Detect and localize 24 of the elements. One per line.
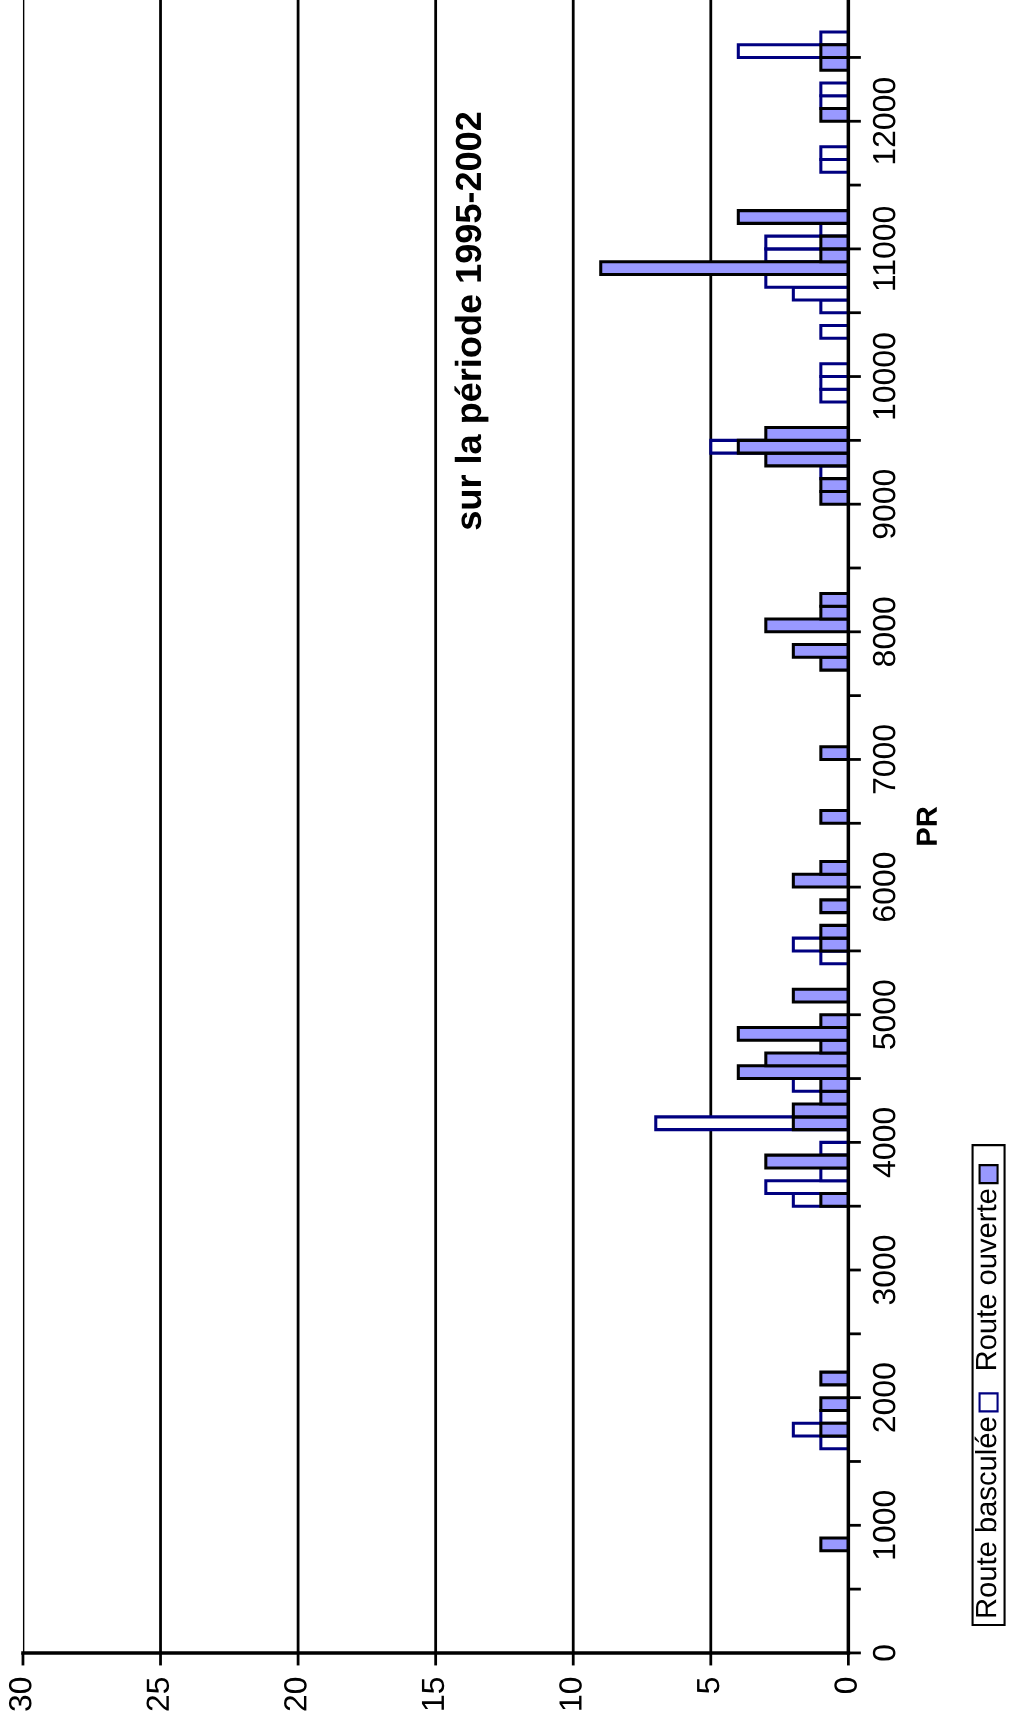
x-tick-label: 20 — [284, 1677, 307, 1711]
legend-label: Route ouverte — [976, 1189, 997, 1369]
y-tick-label: 10000 — [872, 333, 896, 419]
y-tick-label: 12000 — [872, 78, 896, 164]
y-axis-title: PR — [916, 806, 937, 845]
y-tick-label: 11000 — [872, 206, 896, 290]
text: sur la période 1995-2002 — [454, 112, 489, 530]
x-tick-label: 25 — [146, 1677, 170, 1711]
legend-label: Route basculée — [974, 1417, 997, 1617]
y-tick-label: 6000 — [872, 852, 896, 921]
y-tick-label: 9000 — [872, 469, 896, 539]
y-tick-label: 4000 — [872, 1108, 896, 1178]
y-tick-label: 2000 — [872, 1363, 896, 1432]
y-tick-label: 1000 — [872, 1491, 896, 1559]
y-tick-label: 3000 — [872, 1235, 896, 1305]
y-tick-label: 0 — [872, 1645, 896, 1661]
x-tick-label: 15 — [421, 1677, 445, 1710]
y-tick-label: 8000 — [872, 597, 896, 666]
x-tick-label: 0 — [834, 1677, 857, 1694]
y-tick-label: 5000 — [872, 980, 896, 1049]
y-tick-label: 7000 — [872, 725, 896, 794]
x-tick-label: 5 — [697, 1677, 720, 1694]
x-tick-label: 30 — [8, 1677, 32, 1711]
x-tick-label: 10 — [559, 1677, 582, 1710]
